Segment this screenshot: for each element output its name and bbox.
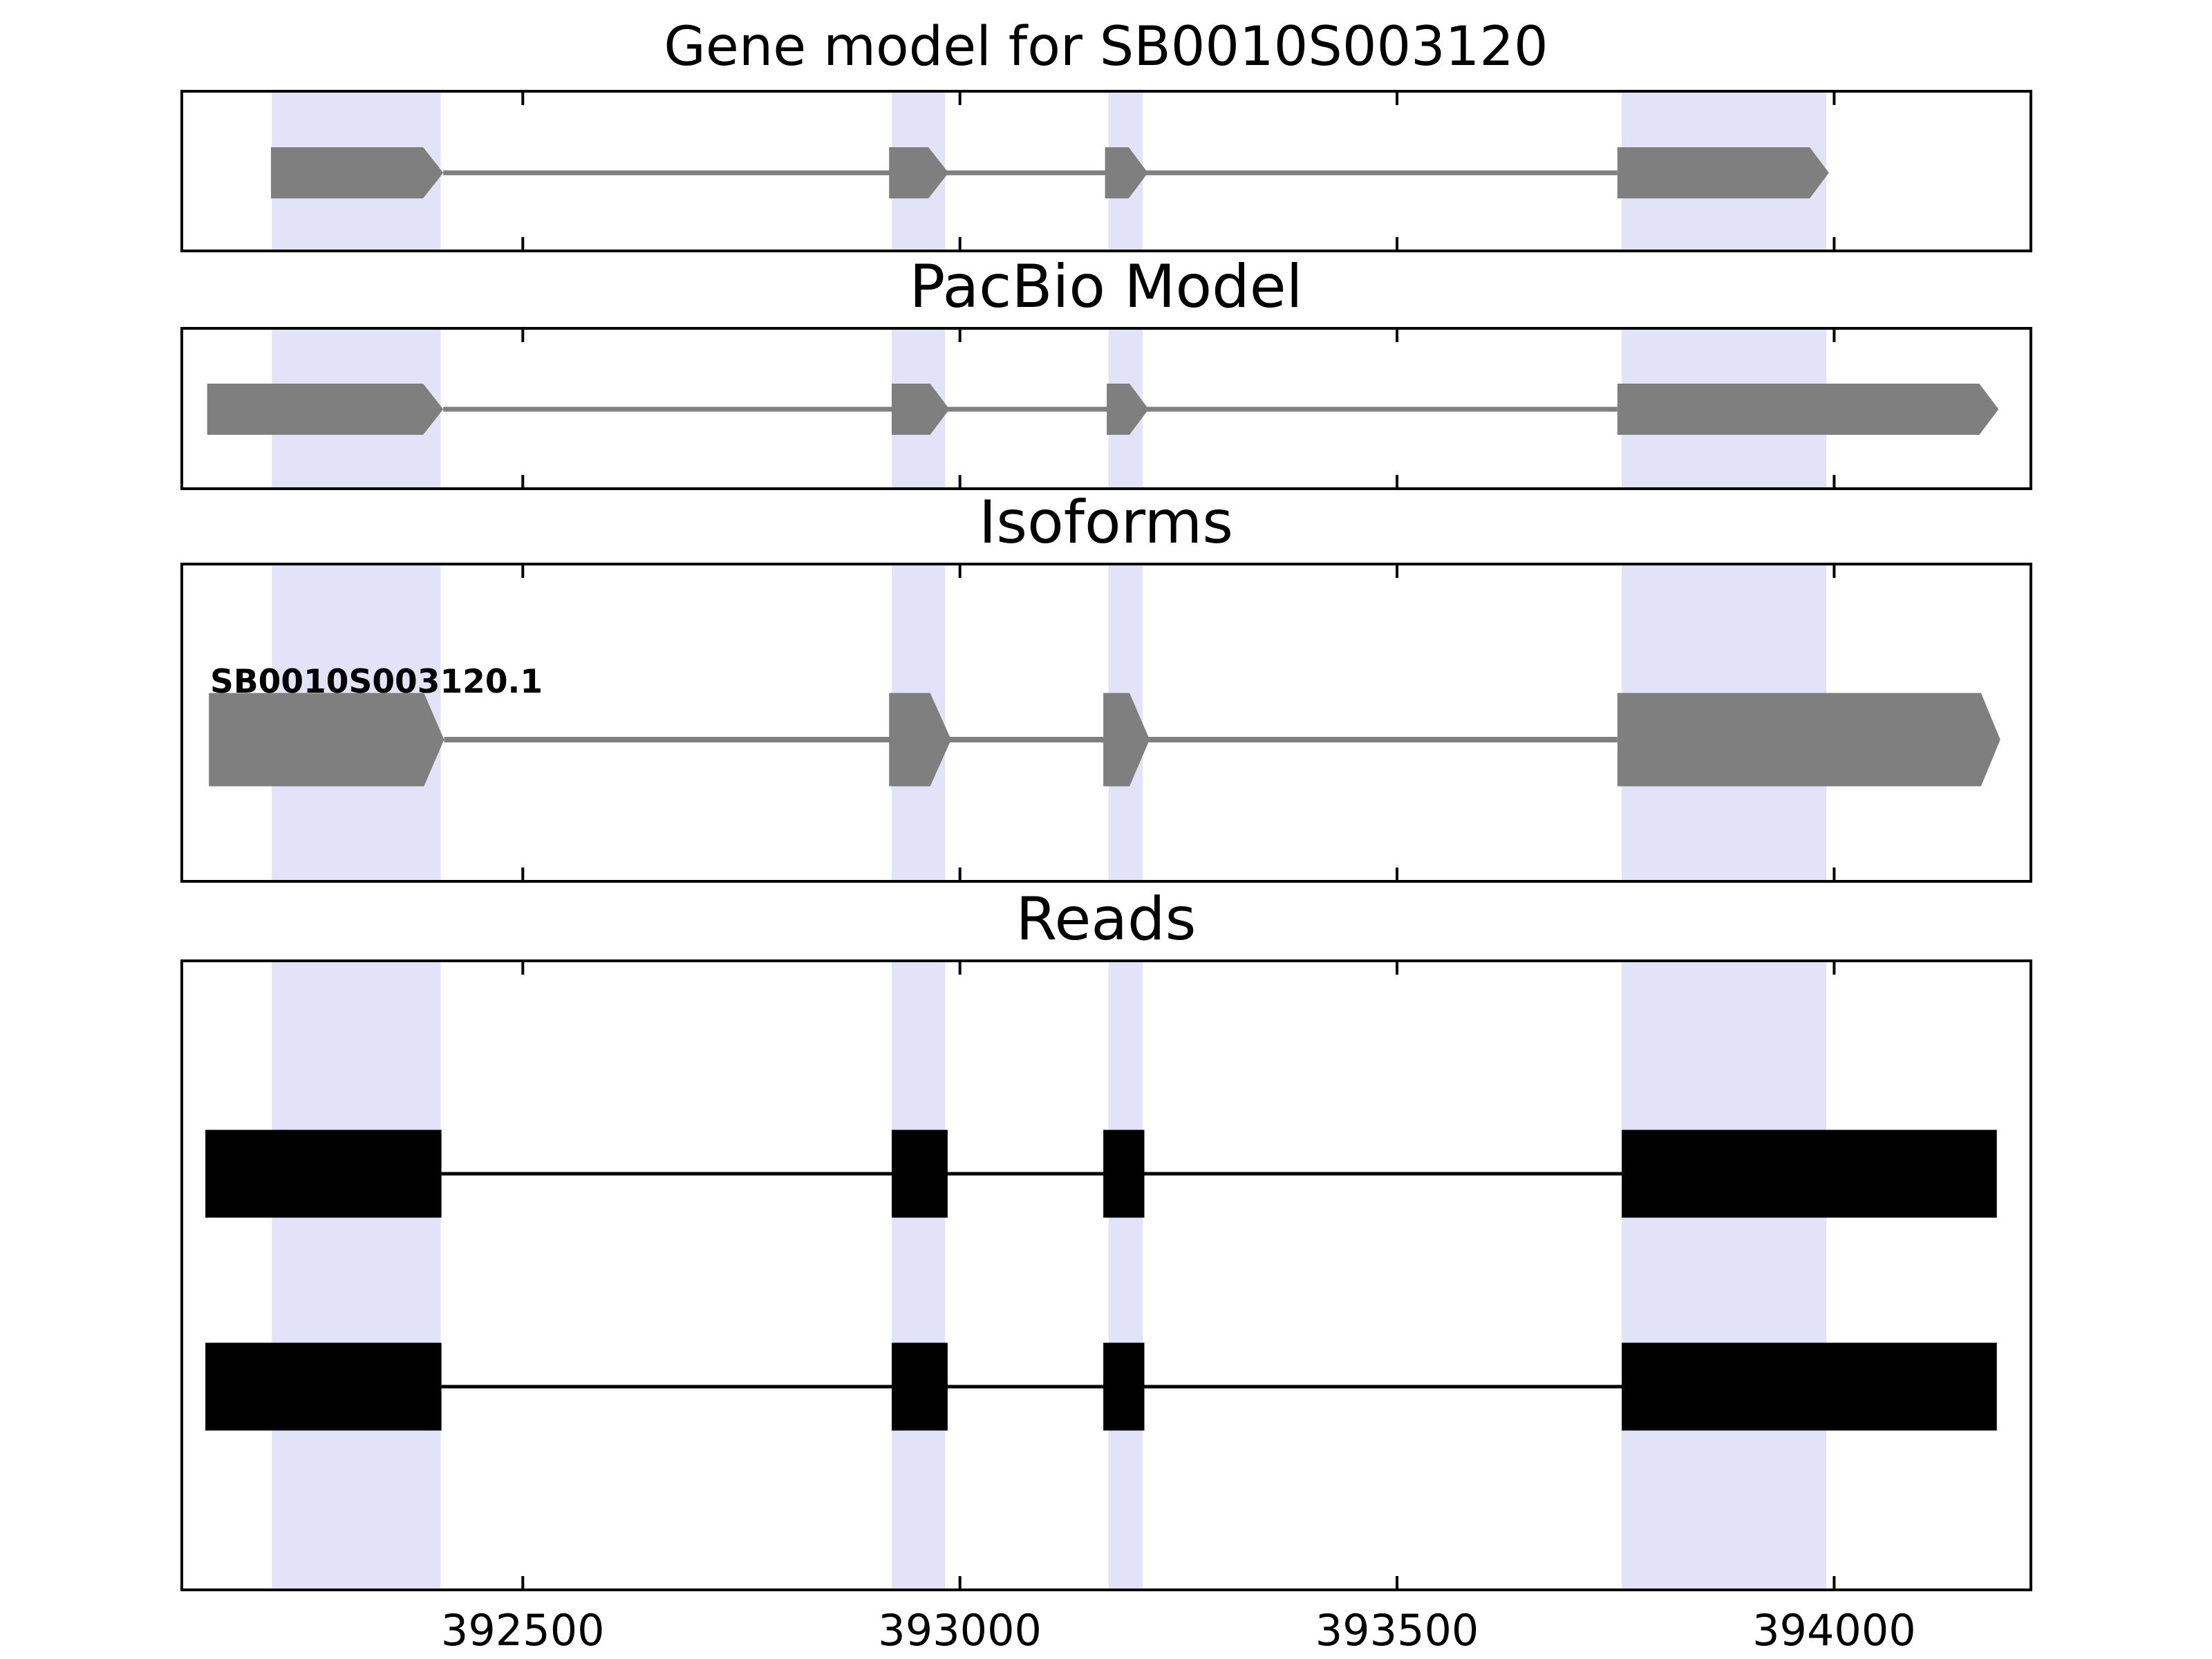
exon-arrow bbox=[1617, 384, 1999, 435]
exon-arrow bbox=[271, 147, 444, 198]
highlight-band bbox=[272, 961, 441, 1590]
panel-title-pacbio-model: PacBio Model bbox=[909, 252, 1303, 321]
exon-arrow bbox=[1105, 147, 1148, 198]
panel-title-gene-model: Gene model for SB0010S003120 bbox=[664, 16, 1548, 78]
read-exon bbox=[1103, 1130, 1145, 1218]
read-exon bbox=[892, 1342, 948, 1431]
exon-arrow bbox=[889, 147, 949, 198]
x-tick-label-394000: 394000 bbox=[1752, 1605, 1916, 1656]
highlight-band bbox=[1622, 961, 1827, 1590]
panel-border bbox=[180, 959, 2032, 1591]
x-tick-label-393000: 393000 bbox=[878, 1605, 1042, 1656]
panel-border bbox=[180, 90, 2032, 252]
exon-arrow bbox=[889, 693, 951, 787]
panel-title-reads: Reads bbox=[1015, 885, 1197, 954]
exon-arrow bbox=[209, 693, 444, 787]
panel-border bbox=[180, 563, 2032, 883]
read-exon bbox=[1103, 1342, 1145, 1431]
exon-arrow bbox=[1103, 693, 1150, 787]
exon-arrow bbox=[1617, 147, 1829, 198]
exon-arrow bbox=[1107, 384, 1149, 435]
exon-arrow bbox=[207, 384, 444, 435]
x-tick-label-393500: 393500 bbox=[1315, 1605, 1479, 1656]
highlight-band bbox=[892, 961, 946, 1590]
read-exon bbox=[1622, 1130, 1997, 1218]
panel-border bbox=[180, 327, 2032, 490]
panel-title-isoforms: Isoforms bbox=[978, 488, 1234, 557]
read-exon bbox=[205, 1130, 442, 1218]
x-tick-label-392500: 392500 bbox=[440, 1605, 605, 1656]
exon-arrow bbox=[892, 384, 950, 435]
isoform-label: SB0010S003120.1 bbox=[210, 663, 543, 701]
highlight-band bbox=[1108, 961, 1143, 1590]
read-exon bbox=[1622, 1342, 1997, 1431]
read-exon bbox=[205, 1342, 442, 1431]
exon-arrow bbox=[1617, 693, 2000, 787]
read-exon bbox=[892, 1130, 948, 1218]
